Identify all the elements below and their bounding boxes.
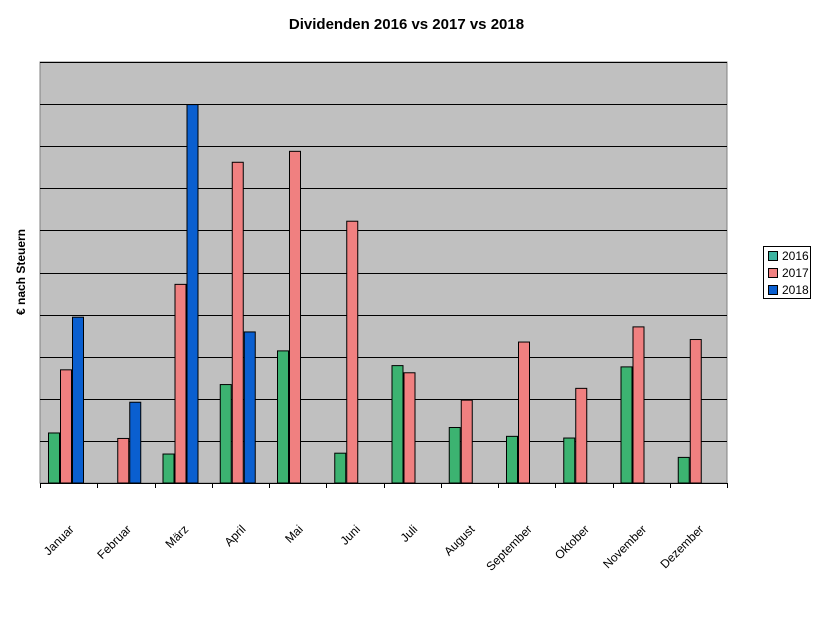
bar-2017-märz <box>174 283 187 484</box>
bar-2017-juli <box>403 372 416 484</box>
chart-title: Dividenden 2016 vs 2017 vs 2018 <box>288 16 525 33</box>
x-tick-label-mai: Mai <box>282 522 306 546</box>
bar-2018-januar <box>72 316 84 484</box>
bar-2016-oktober <box>563 437 576 484</box>
bar-2016-april <box>219 384 232 484</box>
legend-item-2016: 2016 <box>768 249 809 263</box>
bar-2017-juni <box>346 220 359 484</box>
x-tick-label-oktober: Oktober <box>552 522 592 562</box>
bar-2016-november <box>620 366 633 484</box>
legend-swatch-2017 <box>768 268 778 278</box>
bar-2018-märz <box>186 104 199 484</box>
x-tick-label-dezember: Dezember <box>657 522 706 571</box>
legend-label-2016: 2016 <box>782 249 809 263</box>
legend-swatch-2016 <box>768 251 778 261</box>
bar-2016-juni <box>334 452 347 484</box>
bar-2016-august <box>448 427 461 484</box>
bar-2016-juli <box>391 365 404 484</box>
x-tick-label-september: September <box>483 522 534 573</box>
legend-label-2018: 2018 <box>782 283 809 297</box>
bar-2016-dezember <box>677 456 690 484</box>
bar-2017-september <box>518 341 530 484</box>
x-tick-label-februar: Februar <box>94 522 134 562</box>
x-tick-label-august: August <box>441 522 478 559</box>
bar-2017-november <box>632 326 645 484</box>
bar-2017-mai <box>289 150 301 484</box>
plot-area <box>39 61 728 484</box>
x-tick-label-juli: Juli <box>398 522 421 545</box>
legend-swatch-2018 <box>768 285 778 295</box>
bar-2018-februar <box>129 401 142 484</box>
x-tick-label-juni: Juni <box>338 522 363 547</box>
bar-2017-august <box>460 399 473 484</box>
x-tick-label-november: November <box>600 522 649 571</box>
legend-item-2017: 2017 <box>768 266 809 280</box>
legend-label-2017: 2017 <box>782 266 809 280</box>
x-tick-label-märz: März <box>162 522 191 551</box>
bar-2017-januar <box>60 369 72 484</box>
bar-2017-dezember <box>689 339 702 484</box>
bar-2016-september <box>506 435 518 484</box>
x-tick-label-april: April <box>222 522 249 549</box>
bar-2018-april <box>243 331 256 484</box>
bar-2017-februar <box>117 437 130 484</box>
legend: 2016 2017 2018 <box>763 246 811 299</box>
legend-item-2018: 2018 <box>768 283 809 297</box>
bar-2017-oktober <box>575 387 588 484</box>
bar-2016-mai <box>277 350 289 484</box>
bar-2017-april <box>231 161 244 484</box>
x-tick-label-januar: Januar <box>41 522 77 558</box>
bar-2016-märz <box>162 453 175 484</box>
bar-2016-januar <box>48 432 60 484</box>
